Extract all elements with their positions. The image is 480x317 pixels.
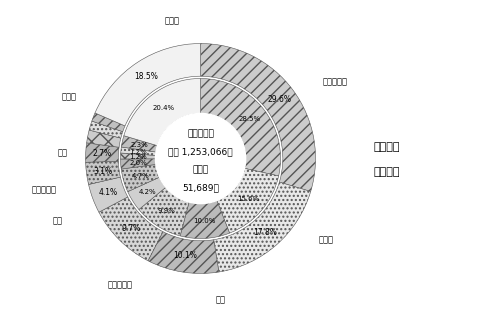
Text: 全国 1,253,066人: 全国 1,253,066人 (168, 147, 233, 156)
Text: 17.8%: 17.8% (253, 228, 277, 237)
Text: 自殺: 自殺 (58, 148, 68, 157)
Text: 20.4%: 20.4% (152, 105, 174, 111)
Wedge shape (201, 43, 315, 191)
Text: 15.6%: 15.6% (237, 196, 259, 202)
Text: その他: その他 (165, 16, 180, 25)
Wedge shape (124, 79, 201, 146)
Wedge shape (85, 143, 119, 162)
Text: 10.1%: 10.1% (173, 251, 197, 260)
Wedge shape (128, 177, 166, 210)
Text: 2.0%: 2.0% (129, 160, 147, 166)
Text: 不慮の事故: 不慮の事故 (31, 185, 56, 195)
Wedge shape (120, 147, 156, 155)
Text: 1.2%: 1.2% (129, 153, 147, 159)
Text: 肺炎: 肺炎 (216, 295, 226, 304)
Wedge shape (148, 232, 219, 274)
Wedge shape (214, 182, 311, 272)
Wedge shape (121, 165, 159, 192)
Text: 2.7%: 2.7% (93, 149, 112, 158)
Wedge shape (85, 161, 120, 184)
Text: 千葉県: 千葉県 (192, 165, 209, 174)
Text: 老衰: 老衰 (53, 216, 63, 225)
Text: 51,689人: 51,689人 (182, 183, 219, 192)
Wedge shape (87, 130, 121, 147)
Text: 4.7%: 4.7% (132, 173, 149, 179)
Text: 4.1%: 4.1% (98, 189, 118, 197)
Text: 脳血管疾患: 脳血管疾患 (108, 280, 133, 289)
Wedge shape (120, 159, 156, 169)
Text: 10.0%: 10.0% (193, 218, 215, 224)
Text: 9.7%: 9.7% (121, 224, 141, 233)
Wedge shape (92, 113, 125, 132)
Text: 1.2%: 1.2% (130, 149, 147, 155)
Text: （全死因）: （全死因） (187, 129, 214, 138)
Text: 糖尿病: 糖尿病 (61, 92, 76, 101)
Wedge shape (88, 177, 128, 212)
Wedge shape (180, 201, 229, 238)
Wedge shape (95, 43, 201, 126)
Text: 悪性新生物: 悪性新生物 (322, 77, 348, 86)
Text: 29.6%: 29.6% (268, 95, 292, 104)
Text: 4.2%: 4.2% (139, 189, 156, 195)
Text: 18.5%: 18.5% (134, 72, 158, 81)
Circle shape (156, 113, 246, 204)
Wedge shape (139, 187, 189, 236)
Wedge shape (120, 153, 156, 159)
Wedge shape (217, 168, 279, 233)
Wedge shape (89, 121, 123, 138)
Text: 内円　国: 内円 国 (373, 142, 399, 152)
Wedge shape (121, 136, 157, 152)
Text: 28.5%: 28.5% (238, 116, 261, 122)
Wedge shape (201, 79, 281, 176)
Text: 3.1%: 3.1% (93, 167, 112, 176)
Text: 心疾患: 心疾患 (319, 235, 334, 244)
Text: 9.9%: 9.9% (158, 208, 176, 214)
Text: 2.3%: 2.3% (131, 142, 148, 148)
Text: 外円　県: 外円 県 (373, 167, 399, 177)
Wedge shape (99, 197, 163, 261)
